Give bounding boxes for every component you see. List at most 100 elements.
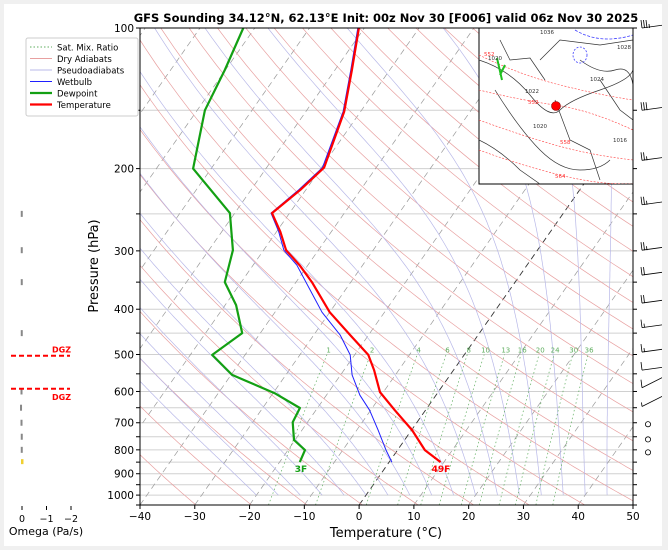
surface-dewpoint-label: 3F [295, 465, 307, 475]
barb-flag-full [640, 379, 643, 388]
calm-wind-circle [645, 436, 652, 443]
omega-axis-label: Omega (Pa/s) [9, 525, 83, 538]
mixing-ratio-label: 20 [536, 346, 545, 354]
pseudoadiabat-line [140, 380, 257, 496]
calm-wind-circle [645, 449, 652, 456]
omega-panel: 0 −1 −2 DGZ DGZ [11, 210, 78, 525]
dry-adiabat-line [140, 405, 252, 505]
x-tick-label: 40 [572, 511, 585, 523]
barb-flag-full [643, 152, 645, 161]
pseudoadiabat-line [140, 70, 455, 496]
mixing-ratio-label: 13 [501, 346, 510, 354]
legend-label: Dry Adiabats [57, 55, 112, 65]
mixing-ratio-label: 24 [551, 346, 560, 354]
barb-staff [641, 299, 662, 304]
mixing-ratio-line [498, 354, 540, 505]
wind-barb [640, 377, 662, 389]
barb-staff [641, 271, 662, 276]
map-border [494, 89, 611, 171]
wind-barb [640, 19, 662, 29]
x-tick-label: 30 [517, 511, 530, 523]
x-tick-label: −30 [184, 511, 206, 523]
barb-flag-full [643, 102, 645, 111]
map-contour-label: 1036 [540, 30, 554, 36]
barb-flag-full [640, 242, 643, 251]
wind-barb [640, 102, 662, 111]
mixing-ratio-label: 10 [481, 346, 490, 354]
legend-label: Temperature [56, 101, 111, 111]
map-contour-label: 1024 [590, 77, 604, 83]
dry-adiabat-line [387, 28, 633, 227]
barb-flag-full [645, 19, 648, 29]
y-tick-label: 500 [114, 349, 134, 361]
wind-barb [640, 294, 662, 304]
mixing-ratio-label: 6 [445, 346, 450, 354]
barb-flag-full [640, 102, 643, 111]
y-tick-label: 100 [114, 23, 134, 35]
map-contour-label: 564 [555, 174, 566, 180]
legend-label: Pseudoadiabats [57, 67, 125, 77]
mixing-ratio-line [552, 354, 589, 505]
omega-bar [20, 330, 23, 337]
omega-bar [20, 404, 23, 411]
omega-bar [20, 446, 23, 453]
mixing-ratio-label: 30 [569, 346, 578, 354]
barb-flag-full [640, 152, 643, 161]
pseudoadiabat-line [267, 28, 520, 496]
y-tick-label: 200 [114, 164, 134, 176]
wind-barb [641, 396, 662, 407]
plot-frame [139, 27, 634, 506]
map-height-contour [479, 54, 633, 101]
omega-bar [20, 388, 23, 395]
isotherm-line [140, 28, 475, 505]
y-tick-label: 800 [114, 445, 134, 457]
isotherm-line [140, 28, 310, 271]
omega-tick-label: −2 [64, 514, 78, 525]
map-pressure-contour [574, 29, 633, 40]
barb-flag-full [640, 294, 643, 304]
map-border [539, 39, 633, 61]
pseudoadiabat-line [140, 126, 433, 496]
pseudoadiabat-line [140, 172, 411, 496]
barb-staff [641, 324, 662, 329]
dewpoint-line [192, 28, 307, 463]
barb-flag-half [646, 156, 648, 161]
isotherm-line [632, 504, 633, 505]
barb-staff [641, 24, 662, 29]
omega-bar [20, 419, 23, 426]
barb-flag-full [643, 242, 645, 251]
x-tick-label: 20 [462, 511, 475, 523]
dry-adiabat-line [140, 454, 197, 505]
y-tick-label: 600 [114, 386, 134, 398]
mixing-ratio-line [365, 354, 418, 505]
dry-adiabat-line [140, 310, 363, 505]
omega-bar [20, 279, 23, 286]
barb-staff [641, 201, 662, 206]
barb-flag-full [640, 343, 643, 353]
mixing-ratio-line [535, 354, 573, 505]
pseudoadiabat-line [442, 28, 564, 496]
wind-barb [640, 362, 662, 371]
map-contour-label: 1022 [525, 89, 539, 95]
isotherm-line [358, 112, 633, 505]
map-border [554, 99, 601, 181]
x-tick-label: −20 [238, 511, 260, 523]
background-lines: 1 2 4 6 8 10 13 16 20 24 30 36 [140, 28, 633, 505]
omega-bar [21, 459, 24, 465]
barb-flag-half [646, 200, 648, 205]
profiles [192, 28, 442, 463]
map-contour-label: 552 [484, 52, 495, 58]
skewt-chart: GFS Sounding 34.12°N, 62.13°E Init: 00z … [9, 11, 662, 541]
dry-adiabat-line [140, 39, 633, 471]
barb-flag-full [640, 267, 643, 276]
map-wind-area [496, 57, 506, 81]
dry-adiabat-line [188, 28, 633, 413]
barb-flag-full [640, 319, 643, 328]
dry-adiabat-line [140, 84, 633, 502]
dry-adiabat-line [273, 28, 633, 330]
pseudoadiabat-line [605, 28, 612, 496]
axes: −40 −30 −20 −10 0 10 20 30 40 5010020030040050060… [107, 23, 639, 523]
y-axis-label: Pressure (hPa) [87, 219, 102, 312]
